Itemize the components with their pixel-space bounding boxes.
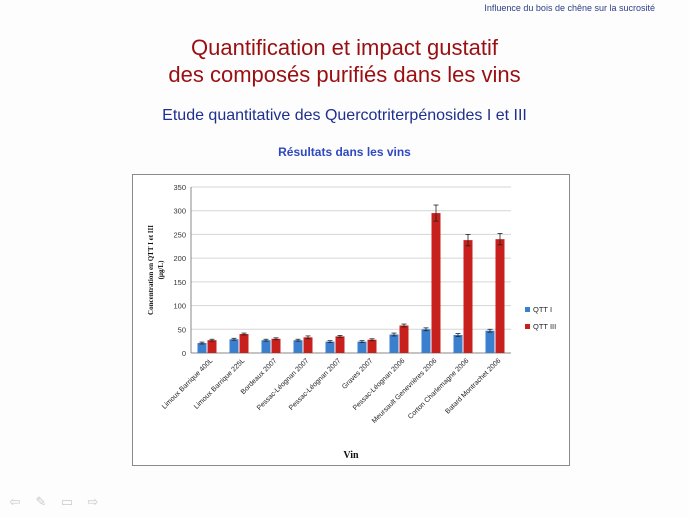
bar-qtt1 (357, 341, 367, 353)
bar-qtt3 (399, 325, 409, 353)
bar-qtt3 (367, 339, 377, 353)
chart: 0 50 100 150 200 250 300 350 Limoux Barrique 400… (147, 183, 556, 461)
y-tick-label: 350 (173, 183, 186, 192)
bar-qtt1 (229, 339, 239, 353)
bar-qtt1 (389, 334, 399, 353)
slide-subtitle: Etude quantitative des Quercotriterpénos… (162, 107, 527, 124)
bar-qtt3 (271, 338, 281, 353)
x-tick-label: Meursault Genevrières 2006 (371, 357, 438, 424)
x-tick-label: Batard Montrachet 2006 (444, 357, 502, 415)
legend-label-qtt3: QTT III (533, 322, 556, 331)
slide-navigation: ⇦ ✎ ▭ ⇨ (6, 495, 102, 511)
legend-swatch-qtt1 (525, 307, 530, 312)
pen-icon[interactable]: ✎ (35, 495, 47, 510)
y-tick-label: 100 (173, 302, 186, 311)
legend-label-qtt1: QTT I (533, 305, 552, 314)
y-axis-unit-label: (µg/L) (157, 260, 165, 279)
menu-icon[interactable]: ▭ (60, 495, 74, 510)
bar-qtt1 (421, 329, 431, 353)
chart-frame: 0 50 100 150 200 250 300 350 Limoux Barrique 400… (132, 174, 570, 466)
x-tick-label: Graves 2007 (341, 357, 374, 390)
bar-qtt3 (303, 337, 313, 353)
arrow-left-icon[interactable]: ⇦ (9, 495, 21, 510)
y-tick-label: 250 (173, 230, 186, 239)
y-tick-label: 50 (178, 325, 186, 334)
bar-qtt3 (463, 240, 473, 353)
bar-qtt1 (453, 334, 463, 353)
legend-swatch-qtt3 (525, 324, 530, 329)
slide-title-line-1: Quantification et impact gustatif (191, 35, 498, 60)
y-axis-label: Concentration en QTT I et III (147, 225, 155, 315)
y-tick-label: 300 (173, 207, 186, 216)
arrow-right-icon[interactable]: ⇨ (87, 495, 99, 510)
bar-qtt3 (495, 239, 505, 353)
header-note: Influence du bois de chêne sur la sucros… (484, 3, 655, 13)
slide-title: Quantification et impact gustatif des co… (0, 34, 689, 88)
bar-qtt1 (197, 343, 207, 353)
x-tick-label: Limoux Barrique 400L (161, 357, 214, 410)
bar-qtt3 (431, 213, 441, 353)
bar-qtt1 (325, 341, 335, 353)
bar-qtt3 (335, 336, 345, 353)
slide-title-line-2: des composés purifiés dans les vins (168, 62, 521, 87)
bar-qtt3 (207, 340, 217, 353)
x-tick-label: Corton Charlemagne 2006 (407, 357, 470, 420)
bar-qtt3 (239, 334, 249, 353)
y-tick-label: 0 (182, 349, 186, 358)
bar-qtt1 (485, 330, 495, 353)
bar-qtt1 (261, 340, 271, 353)
y-tick-label: 150 (173, 278, 186, 287)
bar-qtt1 (293, 340, 303, 353)
x-axis-label: Vin (343, 450, 359, 461)
y-tick-label: 200 (173, 254, 186, 263)
results-label: Résultats dans les vins (278, 145, 411, 159)
